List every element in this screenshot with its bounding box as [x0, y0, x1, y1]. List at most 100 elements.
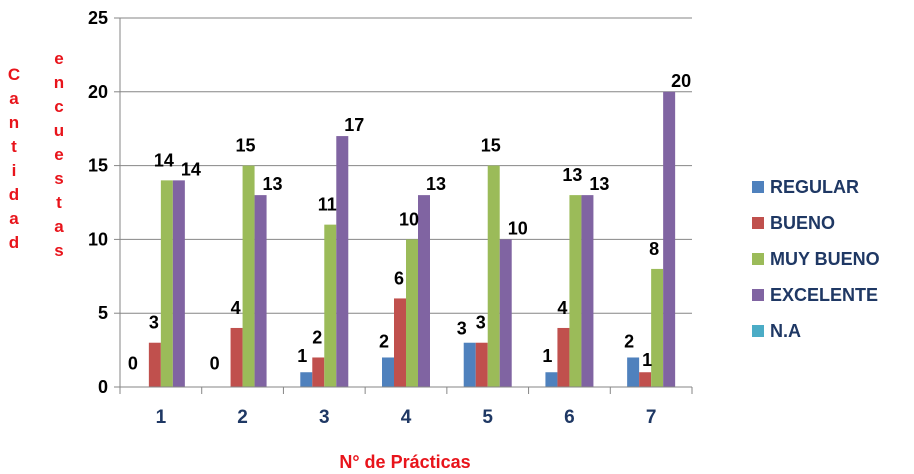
- data-label: 1: [297, 346, 307, 366]
- y-tick-label: 20: [88, 82, 108, 102]
- bar-muy-bueno-cat-7: [651, 269, 663, 387]
- legend: REGULAR BUENO MUY BUENO EXCELENTE N.A: [752, 177, 880, 341]
- y-axis-label-letter: a: [9, 89, 19, 108]
- data-label: 10: [508, 218, 528, 238]
- x-tick-label: 4: [401, 407, 412, 428]
- y-tick-label: 5: [98, 303, 108, 323]
- data-label: 13: [426, 174, 446, 194]
- data-label: 2: [379, 331, 389, 351]
- bar-excelente-cat-2: [255, 195, 267, 387]
- bar-bueno-cat-5: [476, 343, 488, 387]
- bar-excelente-cat-1: [173, 180, 185, 387]
- bar-muy-bueno-cat-1: [161, 180, 173, 387]
- bar-bueno-cat-4: [394, 298, 406, 387]
- data-label: 4: [231, 298, 241, 318]
- bar-muy-bueno-cat-2: [243, 166, 255, 387]
- data-label: 13: [263, 174, 283, 194]
- y-axis-label-letter: t: [56, 193, 62, 212]
- legend-label: MUY BUENO: [770, 249, 880, 269]
- bar-bueno-cat-6: [557, 328, 569, 387]
- y-axis-label-letter: a: [54, 217, 64, 236]
- y-axis-label-letter: s: [54, 241, 63, 260]
- y-axis-label-letter: e: [54, 49, 63, 68]
- bar-muy-bueno-cat-5: [488, 166, 500, 387]
- data-label: 6: [394, 268, 404, 288]
- x-tick-label: 3: [319, 407, 330, 428]
- bar-muy-bueno-cat-4: [406, 239, 418, 387]
- y-axis-label-letter: n: [9, 113, 19, 132]
- legend-label: REGULAR: [770, 177, 859, 197]
- y-tick-label: 25: [88, 8, 108, 28]
- data-label: 0: [210, 353, 220, 373]
- y-axis-label-letter: s: [54, 169, 63, 188]
- x-tick-label: 5: [482, 407, 493, 428]
- x-tick-label: 6: [564, 407, 575, 428]
- legend-swatch: [752, 217, 764, 229]
- x-tick-label: 2: [237, 407, 248, 428]
- y-axis-label-letter: n: [54, 73, 64, 92]
- legend-label: BUENO: [770, 213, 835, 233]
- y-axis-label-letter: d: [9, 185, 19, 204]
- y-axis-label-letter: i: [12, 161, 17, 180]
- data-label: 3: [149, 313, 159, 333]
- y-tick-label: 10: [88, 229, 108, 249]
- bar-regular-cat-5: [464, 343, 476, 387]
- bar-bueno-cat-3: [312, 357, 324, 387]
- bar-excelente-cat-4: [418, 195, 430, 387]
- legend-swatch: [752, 325, 764, 337]
- x-axis-label: N° de Prácticas: [339, 452, 470, 472]
- legend-swatch: [752, 253, 764, 265]
- data-label: 3: [457, 319, 467, 339]
- bar-excelente-cat-3: [336, 136, 348, 387]
- x-tick-label: 7: [646, 407, 657, 428]
- bar-excelente-cat-6: [581, 195, 593, 387]
- data-label: 13: [589, 174, 609, 194]
- bar-excelente-cat-7: [663, 92, 675, 387]
- y-axis-label-letter: c: [54, 97, 63, 116]
- bar-regular-cat-3: [300, 372, 312, 387]
- legend-label: EXCELENTE: [770, 285, 878, 305]
- data-label: 13: [562, 165, 582, 185]
- data-label: 1: [542, 346, 552, 366]
- bar-muy-bueno-cat-6: [569, 195, 581, 387]
- data-label: 8: [649, 239, 659, 259]
- data-label: 4: [557, 298, 567, 318]
- y-axis-label-letter: C: [8, 65, 20, 84]
- bar-bueno-cat-1: [149, 343, 161, 387]
- bar-bueno-cat-2: [231, 328, 243, 387]
- y-axis-label-letter: e: [54, 145, 63, 164]
- legend-label: N.A: [770, 321, 801, 341]
- data-label: 3: [476, 313, 486, 333]
- y-axis-label-letter: u: [54, 121, 64, 140]
- y-tick-labels: 0 5 10 15 20 25: [88, 8, 108, 397]
- data-label: 14: [181, 159, 201, 179]
- data-label: 15: [481, 136, 501, 156]
- y-axis-label-letter: a: [9, 209, 19, 228]
- bar-regular-cat-7: [627, 357, 639, 387]
- data-label: 15: [236, 136, 256, 156]
- x-tick-labels: 1 2 3 4 5 6 7: [156, 407, 657, 428]
- bar-bueno-cat-7: [639, 372, 651, 387]
- data-label: 0: [128, 353, 138, 373]
- y-tick-label: 0: [98, 377, 108, 397]
- data-label: 17: [344, 115, 364, 135]
- legend-swatch: [752, 289, 764, 301]
- bar-regular-cat-6: [545, 372, 557, 387]
- data-label: 14: [154, 150, 174, 170]
- bar-regular-cat-4: [382, 357, 394, 387]
- data-label: 1: [642, 350, 652, 370]
- y-axis-label-letter: d: [9, 233, 19, 252]
- x-tick-label: 1: [156, 407, 167, 428]
- data-label: 2: [312, 327, 322, 347]
- data-label: 2: [624, 331, 634, 351]
- legend-swatch: [752, 181, 764, 193]
- bar-muy-bueno-cat-3: [324, 225, 336, 387]
- data-label: 11: [318, 195, 337, 215]
- y-axis-label-letter: t: [11, 137, 17, 156]
- y-tick-label: 15: [88, 156, 108, 176]
- data-label: 20: [671, 71, 691, 91]
- data-label: 10: [399, 209, 419, 229]
- bar-excelente-cat-5: [500, 239, 512, 387]
